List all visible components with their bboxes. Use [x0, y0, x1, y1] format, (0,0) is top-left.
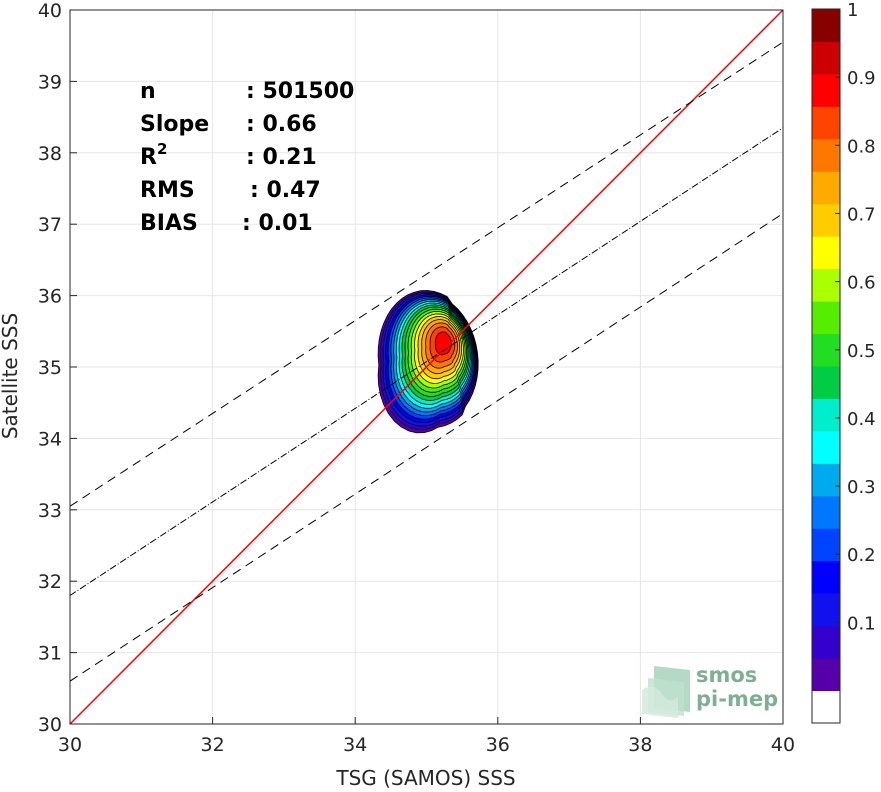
logo-wave-mark	[642, 686, 678, 718]
y-axis-label: Satellite SSS	[0, 313, 22, 439]
y-axis-ticks: 30 31 32 33 34 35 36 37 38 39 40	[38, 0, 77, 736]
colorbar-band	[812, 138, 840, 172]
logo-line1: smos	[696, 663, 757, 687]
y-tick-label: 37	[38, 214, 62, 236]
colorbar-band	[812, 366, 840, 399]
colorbar-band	[812, 398, 840, 432]
colorbar-tick-label: 0.1	[847, 613, 876, 634]
colorbar-tick-label: 0.8	[847, 136, 876, 157]
x-tick-label: 36	[486, 734, 510, 756]
regression-lower-line	[70, 213, 783, 682]
y-tick-label: 33	[38, 500, 62, 522]
x-tick-label: 34	[343, 734, 367, 756]
x-tick-label: 30	[58, 734, 82, 756]
x-axis-label: TSG (SAMOS) SSS	[335, 766, 515, 790]
colorbar-band	[812, 9, 840, 42]
stat-label: n	[140, 79, 156, 104]
colorbar-band	[812, 560, 840, 594]
colorbar-band	[812, 463, 840, 497]
colorbar-band	[812, 171, 840, 205]
colorbar-band	[812, 690, 840, 724]
one-to-one-line	[70, 10, 783, 724]
colorbar-band	[812, 528, 840, 562]
x-tick-label: 40	[771, 734, 795, 756]
colorbar-tick-label: 0.5	[847, 341, 876, 362]
smos-pi-mep-logo: smos pi-mep	[642, 663, 778, 718]
colorbar-band	[812, 495, 840, 529]
colorbar-tick-label: 0.3	[847, 477, 876, 498]
regression-line	[70, 127, 783, 596]
colorbar-band	[812, 625, 840, 659]
stat-value: : 0.47	[250, 178, 321, 203]
density-contour	[434, 331, 452, 356]
colorbar-tick-label: 0.6	[847, 273, 876, 294]
x-tick-label: 38	[628, 734, 652, 756]
colorbar-band	[812, 658, 840, 692]
y-tick-label: 36	[38, 286, 62, 308]
reference-lines	[70, 10, 783, 724]
logo-line2: pi-mep	[696, 687, 778, 711]
x-tick-label: 32	[201, 734, 225, 756]
y-tick-label: 32	[38, 571, 62, 593]
colorbar-band	[812, 203, 840, 237]
stat-value: : 0.01	[242, 211, 313, 236]
colorbar-band	[812, 73, 840, 107]
colorbar-band	[812, 301, 840, 335]
stat-value: : 501500	[246, 79, 354, 104]
y-tick-label: 40	[38, 0, 62, 22]
colorbar: 0.1 0.2 0.3 0.4 0.5 0.6 0.7 0.8 0.9 1	[811, 0, 876, 724]
colorbar-tick-label: 0.9	[847, 68, 876, 89]
colorbar-tick-label: 0.7	[847, 204, 876, 225]
colorbar-band	[812, 236, 840, 270]
regression-upper-line	[70, 41, 783, 507]
colorbar-band	[812, 268, 840, 302]
colorbar-tick-label: 0.2	[847, 545, 876, 566]
stat-value: : 0.21	[246, 145, 317, 170]
stat-label: RMS	[140, 178, 195, 203]
stat-label: BIAS	[140, 211, 198, 236]
y-tick-label: 31	[38, 643, 62, 665]
stat-value: : 0.66	[246, 112, 317, 137]
x-axis-ticks: 30 32 34 36 38 40	[58, 717, 795, 756]
y-tick-label: 34	[38, 428, 62, 450]
stat-label-superscript: 2	[157, 140, 167, 158]
colorbar-band	[812, 106, 840, 140]
colorbar-band	[812, 430, 840, 464]
colorbar-band	[812, 593, 840, 627]
grid	[69, 9, 784, 725]
y-tick-label: 35	[38, 357, 62, 379]
colorbar-frame	[811, 8, 841, 724]
colorbar-tick-label: 0.4	[847, 409, 876, 430]
y-tick-label: 39	[38, 71, 62, 93]
y-tick-label: 30	[38, 714, 62, 736]
colorbar-band	[812, 41, 840, 75]
stat-label: Slope	[140, 112, 209, 137]
colorbar-tick-label: 1	[847, 0, 858, 21]
y-tick-label: 38	[38, 143, 62, 165]
